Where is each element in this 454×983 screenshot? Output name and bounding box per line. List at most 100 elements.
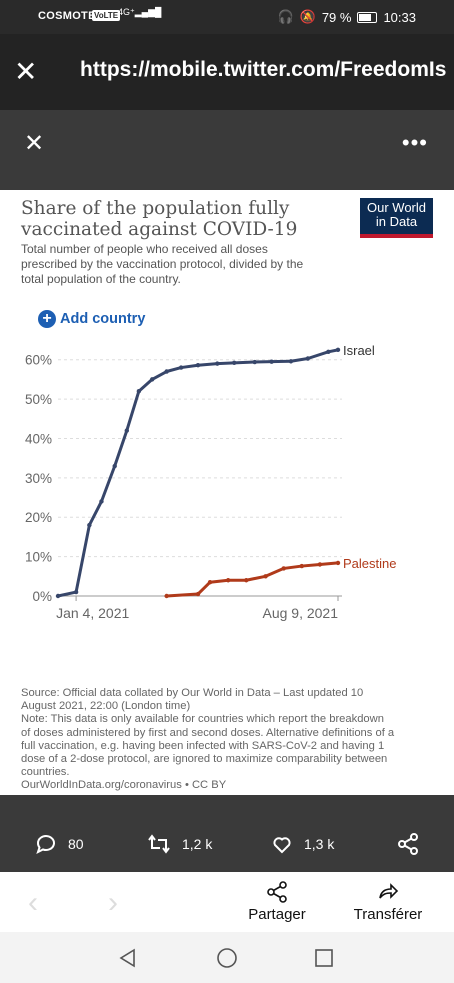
data-point	[99, 499, 104, 504]
source-line: full vaccination, e.g. having been infec…	[21, 739, 385, 752]
x-tick-label: Aug 9, 2021	[262, 605, 338, 621]
y-tick-label: 20%	[25, 510, 52, 525]
data-point	[207, 580, 213, 585]
like-button[interactable]: 1,3 k	[270, 832, 334, 856]
nav-back-icon[interactable]	[118, 948, 138, 968]
series-line-palestine	[165, 561, 340, 598]
heart-icon	[273, 837, 291, 854]
data-point	[73, 589, 79, 595]
browser-url-bar: ✕ https://mobile.twitter.com/FreedomIs	[0, 34, 454, 110]
system-navigation-bar	[0, 932, 454, 983]
status-bar: COSMOTE VoLTE 4G⁺▂▄▆█ 🎧 🔕 79 % 10:33	[0, 0, 454, 34]
forward-arrow-icon[interactable]: ›	[108, 886, 118, 919]
data-point	[252, 359, 257, 365]
source-line: of doses administered by first and secon…	[21, 726, 395, 739]
share-page-button[interactable]: Partager	[240, 880, 314, 923]
data-point	[55, 593, 61, 599]
share-page-label: Partager	[248, 906, 306, 923]
browser-bottom-bar: ‹ › Partager Transférer	[0, 872, 454, 932]
source-line: OurWorldInData.org/coronavirus • CC BY	[21, 779, 227, 792]
share-page-icon	[267, 881, 287, 903]
source-line: August 2021, 22:00 (London time)	[21, 700, 191, 713]
data-point	[164, 593, 169, 599]
forward-page-label: Transférer	[353, 906, 423, 923]
add-country-button[interactable]: + Add country	[38, 310, 145, 328]
data-point	[269, 359, 274, 364]
data-point	[281, 566, 286, 571]
chart-subtitle: Total number of people who received all …	[21, 242, 304, 286]
data-point	[124, 428, 129, 433]
data-point	[335, 560, 341, 566]
close-viewer-icon[interactable]: ✕	[24, 130, 45, 157]
y-tick-label: 10%	[25, 550, 52, 565]
data-point	[136, 389, 142, 394]
data-point	[317, 562, 323, 567]
mute-icon: 🔕	[299, 9, 316, 24]
network-type: 4G⁺	[118, 7, 135, 17]
retweet-count: 1,2 k	[182, 836, 213, 852]
logo-line-1: Our World	[367, 200, 426, 215]
y-tick-label: 40%	[25, 431, 52, 446]
battery-icon	[357, 11, 378, 23]
source-line: Source: Official data collated by Our Wo…	[21, 687, 364, 699]
share-icon	[398, 833, 418, 855]
data-point	[244, 578, 249, 583]
reply-count: 80	[68, 836, 84, 852]
url-text[interactable]: https://mobile.twitter.com/FreedomIs	[80, 58, 447, 81]
y-tick-label: 0%	[32, 589, 52, 604]
signal-icon: 4G⁺▂▄▆█	[118, 7, 162, 17]
nav-home-icon[interactable]	[216, 947, 238, 969]
series-label: Israel	[343, 343, 375, 358]
more-options-icon[interactable]: •••	[401, 130, 428, 155]
data-point	[232, 360, 237, 366]
reply-icon	[36, 835, 55, 854]
data-point	[195, 591, 201, 597]
data-point	[263, 574, 268, 579]
close-tab-icon[interactable]: ✕	[14, 56, 38, 87]
source-line: dose of a 2-dose protocol, are ignored t…	[21, 753, 388, 766]
x-tick-label: Jan 4, 2021	[56, 605, 129, 621]
plus-icon: +	[38, 310, 56, 328]
like-count: 1,3 k	[304, 836, 335, 852]
media-viewer: ✕ ••• Share of the population fully vacc…	[0, 110, 454, 872]
status-right: 🎧 🔕 79 % 10:33	[277, 9, 416, 25]
vaccination-line-chart: 0% 10% 20% 30% 40% 50% 60% Jan 4, 2021 Aug 9, 20…	[25, 343, 397, 621]
add-country-label: Add country	[60, 311, 146, 327]
data-point	[215, 361, 220, 366]
share-button[interactable]	[396, 832, 420, 856]
data-point	[112, 463, 117, 469]
data-point	[164, 369, 169, 374]
headphones-icon: 🎧	[277, 9, 294, 24]
data-point	[149, 377, 155, 382]
y-tick-label: 50%	[25, 392, 52, 407]
logo-line-2: in Data	[375, 214, 418, 229]
reply-button[interactable]: 80	[34, 832, 84, 856]
data-point	[299, 563, 304, 569]
source-note: Source: Official data collated by Our Wo…	[21, 687, 431, 793]
clock: 10:33	[383, 9, 416, 25]
series-line-israel	[56, 348, 340, 598]
data-point	[326, 349, 331, 355]
volte-badge: VoLTE	[92, 10, 121, 21]
data-point	[335, 347, 341, 353]
retweet-button[interactable]: 1,2 k	[146, 832, 212, 856]
forward-page-button[interactable]: Transférer	[343, 880, 433, 923]
tweet-actions: 80 1,2 k 1,3 k	[0, 810, 454, 872]
data-point	[87, 522, 92, 528]
source-line: countries.	[21, 766, 70, 779]
y-tick-label: 60%	[25, 353, 52, 368]
forward-icon	[379, 883, 399, 899]
data-point	[225, 578, 231, 583]
data-point	[178, 365, 184, 370]
data-point	[305, 356, 311, 361]
back-arrow-icon[interactable]: ‹	[28, 886, 38, 919]
data-point	[288, 359, 294, 364]
chart-title: Share of the population fully vaccinated…	[21, 198, 298, 240]
carrier-name: COSMOTE	[38, 10, 96, 22]
nav-recents-icon[interactable]	[314, 948, 334, 968]
retweet-icon	[148, 834, 170, 854]
owid-logo: Our World in Data	[360, 198, 433, 238]
y-tick-label: 30%	[25, 471, 52, 486]
series-label: Palestine	[343, 556, 396, 571]
data-point	[195, 363, 201, 368]
